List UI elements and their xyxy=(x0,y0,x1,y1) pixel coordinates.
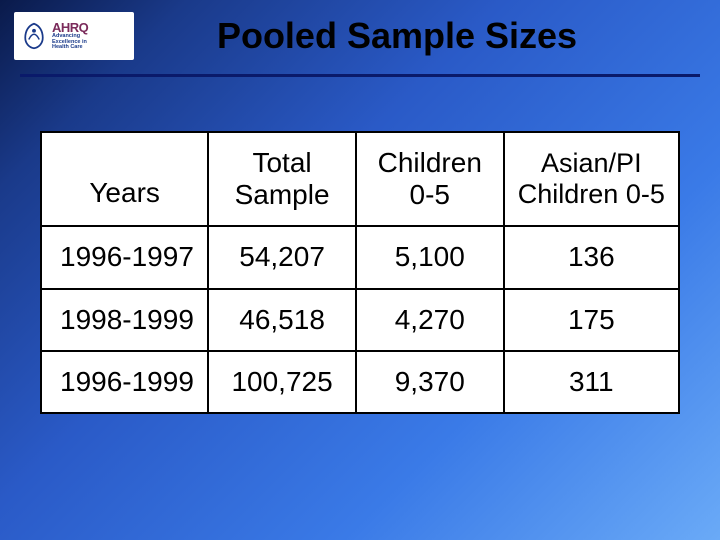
cell-children: 5,100 xyxy=(356,226,504,288)
ahrq-logo: AHRQ Advancing Excellence in Health Care xyxy=(14,12,134,60)
sample-sizes-table: Years TotalSample Children0-5 Asian/PICh… xyxy=(40,131,680,414)
table-row: 1998-1999 46,518 4,270 175 xyxy=(41,289,679,351)
table-row: 1996-1999 100,725 9,370 311 xyxy=(41,351,679,413)
cell-years: 1998-1999 xyxy=(41,289,208,351)
logo-tagline-3: Health Care xyxy=(52,45,88,51)
table-header-row: Years TotalSample Children0-5 Asian/PICh… xyxy=(41,132,679,226)
cell-years: 1996-1999 xyxy=(41,351,208,413)
col-header-years: Years xyxy=(41,132,208,226)
cell-total: 100,725 xyxy=(208,351,356,413)
hhs-emblem-icon xyxy=(20,22,48,50)
col-header-asian: Asian/PIChildren 0-5 xyxy=(504,132,679,226)
cell-total: 54,207 xyxy=(208,226,356,288)
cell-children: 4,270 xyxy=(356,289,504,351)
cell-total: 46,518 xyxy=(208,289,356,351)
table-container: Years TotalSample Children0-5 Asian/PICh… xyxy=(0,77,720,414)
cell-years: 1996-1997 xyxy=(41,226,208,288)
table-row: 1996-1997 54,207 5,100 136 xyxy=(41,226,679,288)
logo-text: AHRQ Advancing Excellence in Health Care xyxy=(52,21,88,51)
cell-children: 9,370 xyxy=(356,351,504,413)
cell-asian: 311 xyxy=(504,351,679,413)
cell-asian: 136 xyxy=(504,226,679,288)
page-title: Pooled Sample Sizes xyxy=(134,15,700,57)
col-header-children: Children0-5 xyxy=(356,132,504,226)
cell-asian: 175 xyxy=(504,289,679,351)
col-header-total: TotalSample xyxy=(208,132,356,226)
slide-header: AHRQ Advancing Excellence in Health Care… xyxy=(0,0,720,60)
